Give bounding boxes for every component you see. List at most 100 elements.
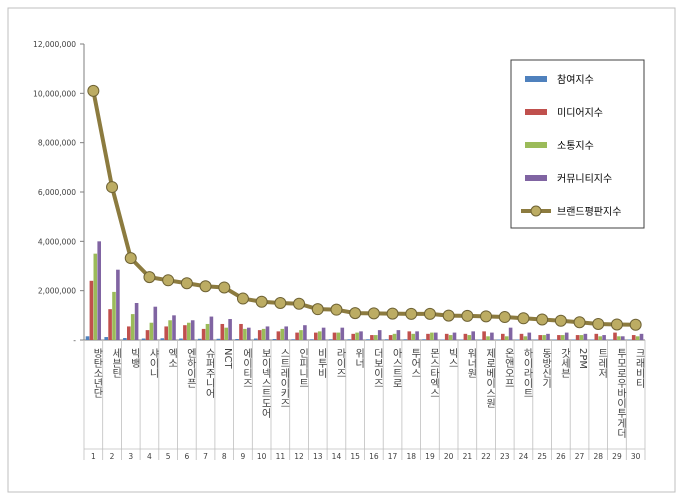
line-point <box>554 314 567 327</box>
line-point <box>274 297 287 309</box>
line-point <box>629 318 642 331</box>
legend-swatch <box>525 142 547 148</box>
y-tick-label: 4,000,000 <box>38 237 76 246</box>
bar-소통지수 <box>598 336 602 340</box>
bar-소통지수 <box>448 335 453 340</box>
x-category-label: 투어스 <box>409 348 421 378</box>
x-category-label: 크래비티 <box>633 348 645 389</box>
bar-커뮤니티지수 <box>471 331 475 340</box>
line-point <box>461 309 474 322</box>
bar-참여지수 <box>459 339 464 341</box>
bar-소통지수 <box>486 336 490 340</box>
bar-소통지수 <box>299 330 303 340</box>
bar-참여지수 <box>123 338 127 340</box>
bar-참여지수 <box>160 338 165 340</box>
x-axis: 방탄소년단 1 세븐틴 2 빅뱅 3 샤이니 4 엑소 5 엔하이픈 6 슈퍼주니어 7 NCT 8 에이티즈 9… <box>83 339 646 461</box>
bar-series-group <box>85 241 644 341</box>
bar-소통지수 <box>336 332 341 340</box>
bar-참여지수 <box>609 339 613 341</box>
line-point <box>442 309 455 322</box>
bar-커뮤니티지수 <box>359 331 363 340</box>
bar-참여지수 <box>197 338 202 340</box>
x-category-label: 엔하이픈 <box>184 348 196 388</box>
bar-미디어지수 <box>164 326 168 340</box>
x-rank-label: 3 <box>128 452 133 461</box>
x-category-label: 더보이즈 <box>371 348 383 388</box>
bar-미디어지수 <box>501 333 505 340</box>
bar-커뮤니티지수 <box>583 333 588 340</box>
x-category-label: 빅뱅 <box>128 348 140 368</box>
bar-커뮤니티지수 <box>396 330 401 340</box>
x-rank-label: 24 <box>519 452 529 461</box>
y-tick-label: 6,000,000 <box>38 188 76 197</box>
line-point <box>367 307 380 320</box>
bar-커뮤니티지수 <box>284 326 288 340</box>
x-category-label: 스트레이키즈 <box>278 348 290 408</box>
line-point <box>405 307 418 320</box>
line-point <box>106 181 119 194</box>
bar-참여지수 <box>384 339 389 340</box>
y-tick-label: 12,000,000 <box>33 40 76 49</box>
x-rank-label: 14 <box>332 452 342 461</box>
x-category-label: NCT <box>222 348 233 369</box>
x-rank-label: 23 <box>500 452 510 461</box>
bar-커뮤니티지수 <box>153 306 158 340</box>
line-point <box>162 274 175 287</box>
x-rank-label: 5 <box>166 452 171 461</box>
line-point <box>143 271 156 284</box>
x-rank-label: 2 <box>110 452 115 461</box>
x-category-label: 보이넥스트도어 <box>259 348 271 419</box>
bar-커뮤니티지수 <box>172 315 176 340</box>
bar-소통지수 <box>93 253 98 340</box>
x-category-label: 슈퍼주니어 <box>203 348 215 399</box>
bar-미디어지수 <box>444 333 449 340</box>
bar-소통지수 <box>561 335 565 340</box>
x-rank-label: 12 <box>294 452 304 461</box>
x-rank-label: 13 <box>313 452 323 461</box>
line-series-group <box>87 84 642 331</box>
line-point <box>610 318 623 331</box>
bar-소통지수 <box>280 328 285 340</box>
bar-미디어지수 <box>575 335 580 340</box>
bar-미디어지수 <box>89 280 94 340</box>
bar-참여지수 <box>291 339 295 340</box>
bar-소통지수 <box>635 336 640 340</box>
x-rank-label: 22 <box>481 452 491 461</box>
legend-label: 미디어지수 <box>557 107 603 119</box>
x-category-label: 하이라이트 <box>521 347 533 398</box>
bar-참여지수 <box>141 338 146 340</box>
bar-커뮤니티지수 <box>265 326 270 340</box>
x-category-label: 엑소 <box>166 348 178 368</box>
bar-커뮤니티지수 <box>228 319 232 340</box>
bar-미디어지수 <box>631 335 636 340</box>
legend-swatch <box>525 76 547 82</box>
bar-미디어지수 <box>332 332 337 340</box>
bar-참여지수 <box>85 336 90 340</box>
bar-커뮤니티지수 <box>490 332 494 340</box>
bar-참여지수 <box>328 339 333 340</box>
x-category-label: 2PM <box>577 348 588 369</box>
bar-커뮤니티지수 <box>621 336 625 340</box>
line-point <box>423 307 436 320</box>
line-point <box>311 303 324 316</box>
bar-미디어지수 <box>407 331 412 340</box>
x-rank-label: 27 <box>575 452 585 461</box>
bar-미디어지수 <box>482 331 486 340</box>
bar-소통지수 <box>243 328 247 340</box>
line-point <box>199 280 212 293</box>
bar-미디어지수 <box>426 333 430 340</box>
bar-참여지수 <box>497 339 501 341</box>
x-category-label: 투모로우바이투게더 <box>614 348 626 439</box>
x-category-label: 샤이니 <box>147 348 159 379</box>
x-rank-label: 25 <box>537 452 547 461</box>
bar-참여지수 <box>366 339 370 340</box>
line-point <box>536 313 549 326</box>
x-rank-label: 30 <box>631 452 641 461</box>
bar-커뮤니티지수 <box>639 333 644 340</box>
y-tick-label: 8,000,000 <box>38 139 76 148</box>
x-rank-label: 17 <box>388 452 398 461</box>
bar-미디어지수 <box>314 332 318 340</box>
bar-소통지수 <box>149 322 154 340</box>
